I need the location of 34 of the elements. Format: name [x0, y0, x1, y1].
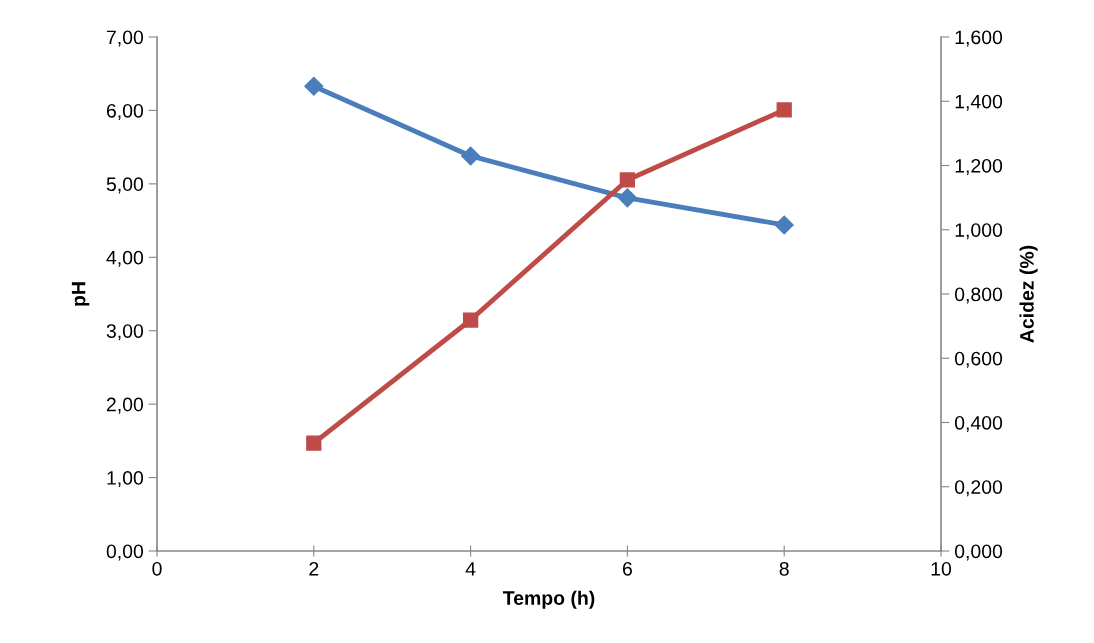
y2-tick-label: 0,200: [954, 480, 1003, 497]
y-tick-label: 0,00: [106, 544, 144, 561]
y-tick-label: 3,00: [106, 324, 144, 341]
y2-tick-label: 0,000: [954, 544, 1003, 561]
point: [617, 188, 637, 208]
point: [461, 146, 481, 166]
point: [306, 435, 322, 451]
y2-tick-label: 1,000: [955, 223, 1003, 240]
y2-tick-label: 0,800: [954, 287, 1003, 304]
y-tick-label: 5,00: [106, 177, 144, 194]
y-tick-label: 1,00: [107, 471, 144, 488]
y-tick-label: 6,00: [106, 103, 144, 120]
point: [776, 102, 792, 118]
x-tick-label: 0: [152, 561, 162, 576]
x-axis-title: Tempo (h): [502, 590, 595, 609]
x-tick-label: 4: [465, 562, 476, 576]
y2-tick-label: 1,400: [955, 94, 1003, 111]
y2-tick-label: 1,600: [955, 30, 1003, 47]
y-tick-label: 4,00: [106, 250, 144, 267]
x-tick-label: 10: [931, 561, 952, 576]
point: [304, 76, 324, 96]
point: [619, 172, 636, 188]
y2-axis-title: Acidez (%): [1019, 245, 1038, 343]
y2-tick-label: 1,200: [955, 158, 1003, 176]
y-tick-label: 7,00: [106, 30, 144, 47]
y2-tick-label: 0,600: [954, 351, 1003, 368]
y-tick-label: 2,00: [106, 397, 144, 414]
point: [774, 215, 794, 235]
x-tick-label: 2: [309, 561, 319, 576]
y2-tick-label: 0,400: [954, 415, 1003, 433]
y-axis-title: pH: [71, 282, 90, 306]
point: [462, 312, 479, 328]
x-tick-label: 8: [779, 561, 789, 576]
x-tick-label: 6: [622, 561, 632, 576]
